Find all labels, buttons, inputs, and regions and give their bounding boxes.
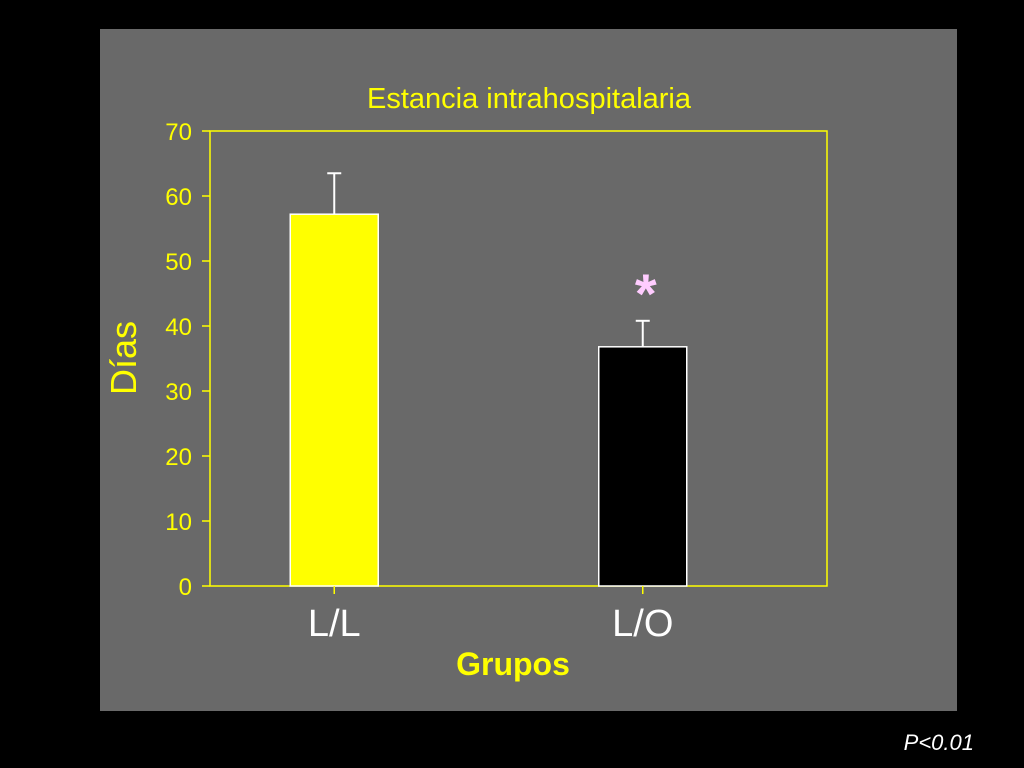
y-tick-label: 10 [165,509,192,536]
chart-panel [100,29,957,711]
y-tick-label: 50 [165,249,192,276]
bar-l-o [598,346,688,587]
y-tick-label: 40 [165,314,192,341]
y-tick-label: 20 [165,444,192,471]
y-tick-label: 0 [179,574,192,601]
p-value-note: P<0.01 [903,730,974,755]
x-tick-label: L/O [612,603,673,645]
y-tick-label: 60 [165,184,192,211]
bars: * [289,172,688,587]
y-tick-label: 70 [165,119,192,146]
chart-title: Estancia intrahospitalaria [367,83,692,115]
y-axis-ticks: 0 10 20 30 40 50 60 70 [165,119,210,601]
x-axis-label: Grupos [456,646,570,682]
y-tick-label: 30 [165,379,192,406]
plot-frame [209,130,828,587]
x-axis-labels: L/L L/O [308,586,673,645]
bar-l-l [289,213,379,587]
significance-marker: * [635,262,657,325]
x-tick-label: L/L [308,603,361,645]
y-axis-label: Días [103,321,144,395]
